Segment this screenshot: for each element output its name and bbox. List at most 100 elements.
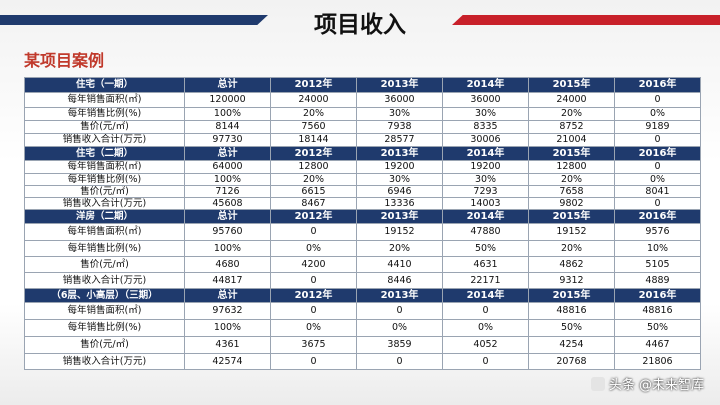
watermark-text: 头条 @未来智库 (608, 378, 704, 393)
table-cell: 4467 (614, 336, 701, 354)
table-cell: 120000 (184, 92, 271, 108)
table-cell: 13336 (356, 197, 443, 210)
table-cell: 8335 (442, 120, 529, 134)
table-cell: 0 (614, 197, 701, 210)
year-header: 2016年 (614, 288, 701, 303)
table-row: 销售收入合计(万元) 45608 8467 13336 14003 9802 0 (24, 197, 701, 210)
row-label: 销售收入合计(万元) (24, 353, 185, 370)
table-row: 每年销售比例(%) 100% 20% 30% 30% 20% 0% (24, 173, 701, 186)
table-cell: 36000 (356, 92, 443, 108)
year-header: 2013年 (356, 77, 443, 93)
row-label: 售价(元/㎡) (24, 185, 185, 198)
row-label: 每年销售面积(㎡) (24, 160, 185, 174)
table-cell: 30% (356, 107, 443, 121)
year-header: 2015年 (528, 77, 615, 93)
row-label: 售价(元/㎡) (24, 256, 185, 273)
table-cell: 14003 (442, 197, 529, 210)
table-cell: 24000 (270, 92, 357, 108)
table-cell: 7658 (528, 185, 615, 198)
table-cell: 6615 (270, 185, 357, 198)
row-label: 销售收入合计(万元) (24, 197, 185, 210)
section-header-row: 住宅（二期） 总计 2012年 2013年 2014年 2015年 2016年 (24, 146, 701, 161)
table-cell: 0 (270, 223, 357, 241)
table-cell: 18144 (270, 133, 357, 147)
page-title: 项目收入 (314, 12, 406, 38)
table-cell: 95760 (184, 223, 271, 241)
table-row: 销售收入合计(万元) 97730 18144 28577 30006 21004 0 (24, 133, 701, 147)
table-cell: 4410 (356, 256, 443, 273)
year-header: 2012年 (270, 288, 357, 303)
year-header: 2016年 (614, 146, 701, 161)
row-label: 每年销售比例(%) (24, 319, 185, 337)
table-cell: 0 (614, 133, 701, 147)
table-cell: 7560 (270, 120, 357, 134)
table-cell: 0 (614, 160, 701, 174)
table-cell: 3859 (356, 336, 443, 354)
table-cell: 0 (270, 353, 357, 370)
table-cell: 30% (442, 173, 529, 186)
table-cell: 45608 (184, 197, 271, 210)
table-cell: 50% (442, 240, 529, 257)
table-cell: 19152 (528, 223, 615, 241)
section-header-row: 洋房（二期） 总计 2012年 2013年 2014年 2015年 2016年 (24, 209, 701, 224)
row-label: 每年销售面积(㎡) (24, 223, 185, 241)
table-cell: 0 (270, 272, 357, 289)
table-row: 每年销售面积(㎡) 95760 0 19152 47880 19152 9576 (24, 223, 701, 241)
toutiao-logo-icon (590, 377, 605, 391)
table-cell: 0% (356, 319, 443, 337)
table-cell: 97632 (184, 302, 271, 320)
table-cell: 20768 (528, 353, 615, 370)
table-cell: 97730 (184, 133, 271, 147)
table-cell: 8041 (614, 185, 701, 198)
table-cell: 4254 (528, 336, 615, 354)
title-bar-right (452, 15, 720, 25)
table-cell: 21004 (528, 133, 615, 147)
title-bar-left (0, 15, 268, 25)
table-row: 每年销售比例(%) 100% 0% 0% 0% 50% 50% (24, 319, 701, 337)
table-cell: 0% (614, 173, 701, 186)
year-header: 总计 (184, 288, 271, 303)
table-cell: 8752 (528, 120, 615, 134)
table-cell: 0% (442, 319, 529, 337)
table-cell: 28577 (356, 133, 443, 147)
table-cell: 47880 (442, 223, 529, 241)
table-cell: 9189 (614, 120, 701, 134)
table-cell: 48816 (614, 302, 701, 320)
year-header: 2012年 (270, 146, 357, 161)
table-cell: 36000 (442, 92, 529, 108)
year-header: 2016年 (614, 209, 701, 224)
table-cell: 20% (356, 240, 443, 257)
row-label: 售价(元/㎡) (24, 120, 185, 134)
table-cell: 50% (614, 319, 701, 337)
table-cell: 4680 (184, 256, 271, 273)
row-label: 每年销售面积(㎡) (24, 302, 185, 320)
revenue-table-body: 住宅（一期） 总计 2012年 2013年 2014年 2015年 2016年 每年销售面积(… (24, 77, 701, 370)
year-header: 总计 (184, 209, 271, 224)
table-cell: 4052 (442, 336, 529, 354)
table-cell: 24000 (528, 92, 615, 108)
table-row: 售价(元/㎡) 8144 7560 7938 8335 8752 9189 (24, 120, 701, 134)
table-cell: 22171 (442, 272, 529, 289)
section-header-row: 住宅（一期） 总计 2012年 2013年 2014年 2015年 2016年 (24, 77, 701, 93)
year-header: 2013年 (356, 288, 443, 303)
year-header: 总计 (184, 146, 271, 161)
table-row: 每年销售面积(㎡) 97632 0 0 0 48816 48816 (24, 302, 701, 320)
section-name: 住宅（二期） (24, 146, 185, 161)
table-cell: 4631 (442, 256, 529, 273)
table-cell: 20% (270, 107, 357, 121)
row-label: 销售收入合计(万元) (24, 133, 185, 147)
table-cell: 4862 (528, 256, 615, 273)
table-cell: 6946 (356, 185, 443, 198)
table-row: 每年销售面积(㎡) 64000 12800 19200 19200 12800 0 (24, 160, 701, 174)
table-row: 每年销售比例(%) 100% 20% 30% 30% 20% 0% (24, 107, 701, 121)
table-cell: 9802 (528, 197, 615, 210)
year-header: 2012年 (270, 77, 357, 93)
table-cell: 0 (270, 302, 357, 320)
row-label: 每年销售比例(%) (24, 173, 185, 186)
table-cell: 100% (184, 173, 271, 186)
table-cell: 44817 (184, 272, 271, 289)
table-cell: 0% (614, 107, 701, 121)
table-cell: 8467 (270, 197, 357, 210)
table-cell: 20% (528, 107, 615, 121)
table-cell: 100% (184, 319, 271, 337)
